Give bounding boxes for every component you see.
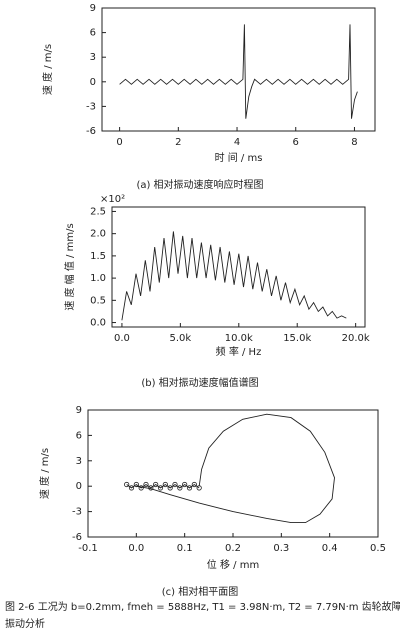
- y-axis-label: 速 度 / m/s: [41, 44, 54, 95]
- series-marker: [172, 481, 178, 488]
- y-tick-label: 2.5: [90, 206, 106, 217]
- series-marker: [124, 481, 130, 488]
- y-tick-label: -3: [72, 507, 82, 518]
- y-tick-label: -6: [72, 532, 82, 543]
- x-tick-label: 0.0: [128, 543, 144, 554]
- x-tick-label: 0.3: [273, 543, 289, 554]
- x-tick-label: 2: [175, 137, 181, 148]
- x-tick-label: -0.1: [78, 543, 98, 554]
- y-tick-label: 6: [90, 28, 96, 39]
- x-tick-label: 0: [116, 137, 122, 148]
- x-tick-label: 5.0k: [170, 333, 192, 344]
- y-tick-label: 1.0: [90, 273, 106, 284]
- axis-multiplier: ×10²: [100, 194, 125, 205]
- x-tick-label: 0.4: [322, 543, 338, 554]
- chart-caption: (a) 相对振动速度响应时程图: [136, 178, 263, 191]
- y-tick-label: 2.0: [90, 229, 106, 240]
- series-marker: [157, 485, 164, 491]
- y-tick-label: 9: [90, 3, 96, 14]
- x-tick-label: 4: [234, 137, 240, 148]
- plot-frame: [101, 7, 376, 132]
- x-tick-label: 8: [351, 137, 357, 148]
- chart-caption: (b) 相对振动速度幅值谱图: [141, 376, 258, 389]
- x-tick-label: 0.2: [225, 543, 241, 554]
- series-marker: [138, 485, 144, 491]
- x-tick-label: 0.5: [370, 543, 386, 554]
- series-marker: [128, 485, 135, 491]
- y-tick-label: 0.0: [90, 318, 106, 329]
- y-tick-label: 9: [76, 405, 82, 416]
- y-axis-label: 速 度 幅 值 / mm/s: [63, 223, 76, 310]
- x-axis-label: 时 间 / ms: [215, 151, 263, 164]
- x-axis-label: 频 率 / Hz: [216, 345, 262, 358]
- y-tick-label: 3: [90, 52, 96, 63]
- series-marker: [177, 485, 183, 491]
- plot-frame: [87, 409, 379, 538]
- y-tick-label: 3: [76, 456, 82, 467]
- x-tick-label: 15.0k: [283, 333, 311, 344]
- x-tick-label: 20.0k: [342, 333, 370, 344]
- y-tick-label: 0: [90, 77, 96, 88]
- chart-caption: (c) 相对相平面图: [162, 585, 238, 598]
- series-marker: [133, 481, 139, 488]
- y-tick-label: 0.5: [90, 295, 106, 306]
- series-marker: [162, 481, 168, 488]
- y-tick-label: -6: [86, 126, 96, 137]
- x-tick-label: 10.0k: [225, 333, 253, 344]
- series-marker: [153, 481, 159, 488]
- series-marker: [186, 485, 193, 491]
- x-tick-label: 0.1: [177, 543, 193, 554]
- y-tick-label: 1.5: [90, 251, 106, 262]
- y-tick-label: -3: [86, 101, 96, 112]
- y-axis-label: 速 度 / m/s: [38, 448, 51, 499]
- y-tick-label: 6: [76, 430, 82, 441]
- series-line: [119, 24, 358, 119]
- x-tick-label: 6: [293, 137, 299, 148]
- y-tick-label: 0: [76, 481, 82, 492]
- series-marker: [191, 481, 197, 488]
- series-marker: [143, 481, 149, 488]
- figure-caption: 图 2-6 工况为 b=0.2mm, fmeh = 5888Hz, T1 = 3…: [5, 600, 400, 613]
- plot-frame: [111, 206, 366, 328]
- series-line: [121, 231, 347, 321]
- series-marker: [167, 485, 173, 491]
- series-line: [136, 413, 335, 524]
- series-marker: [182, 481, 188, 488]
- x-axis-label: 位 移 / mm: [207, 558, 259, 571]
- x-tick-label: 0.0: [114, 333, 130, 344]
- figure-caption: 振动分析: [5, 617, 45, 630]
